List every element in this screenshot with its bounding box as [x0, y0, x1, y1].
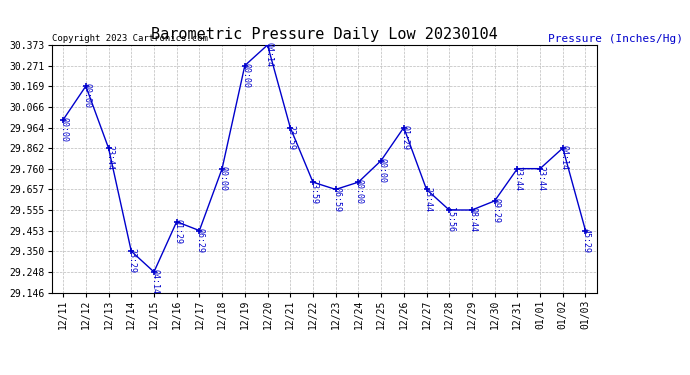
Text: 00:00: 00:00: [219, 166, 228, 191]
Text: 01:29: 01:29: [400, 125, 409, 150]
Text: 06:59: 06:59: [332, 187, 342, 211]
Text: 00:00: 00:00: [82, 83, 91, 108]
Text: 06:29: 06:29: [196, 228, 205, 253]
Text: 04:14: 04:14: [150, 269, 159, 294]
Text: 23:29: 23:29: [128, 248, 137, 273]
Text: 00:00: 00:00: [59, 117, 69, 142]
Text: 23:59: 23:59: [310, 179, 319, 204]
Text: 00:00: 00:00: [355, 179, 364, 204]
Title: Barometric Pressure Daily Low 20230104: Barometric Pressure Daily Low 20230104: [151, 27, 497, 42]
Text: 23:44: 23:44: [105, 145, 114, 170]
Text: 15:56: 15:56: [446, 207, 455, 232]
Text: 08:44: 08:44: [469, 207, 477, 232]
Text: 00:00: 00:00: [241, 63, 250, 88]
Text: 09:29: 09:29: [491, 198, 500, 223]
Text: 04:14: 04:14: [264, 42, 273, 67]
Text: 23:59: 23:59: [287, 125, 296, 150]
Text: 01:29: 01:29: [173, 219, 182, 244]
Text: Copyright 2023 Cartronics.com: Copyright 2023 Cartronics.com: [52, 33, 208, 42]
Text: Pressure (Inches/Hg): Pressure (Inches/Hg): [548, 34, 683, 44]
Text: 00:00: 00:00: [377, 158, 386, 183]
Text: 23:44: 23:44: [514, 166, 523, 191]
Text: 45:29: 45:29: [582, 228, 591, 253]
Text: 04:14: 04:14: [560, 145, 569, 170]
Text: 23:44: 23:44: [423, 187, 432, 211]
Text: 23:44: 23:44: [537, 166, 546, 191]
